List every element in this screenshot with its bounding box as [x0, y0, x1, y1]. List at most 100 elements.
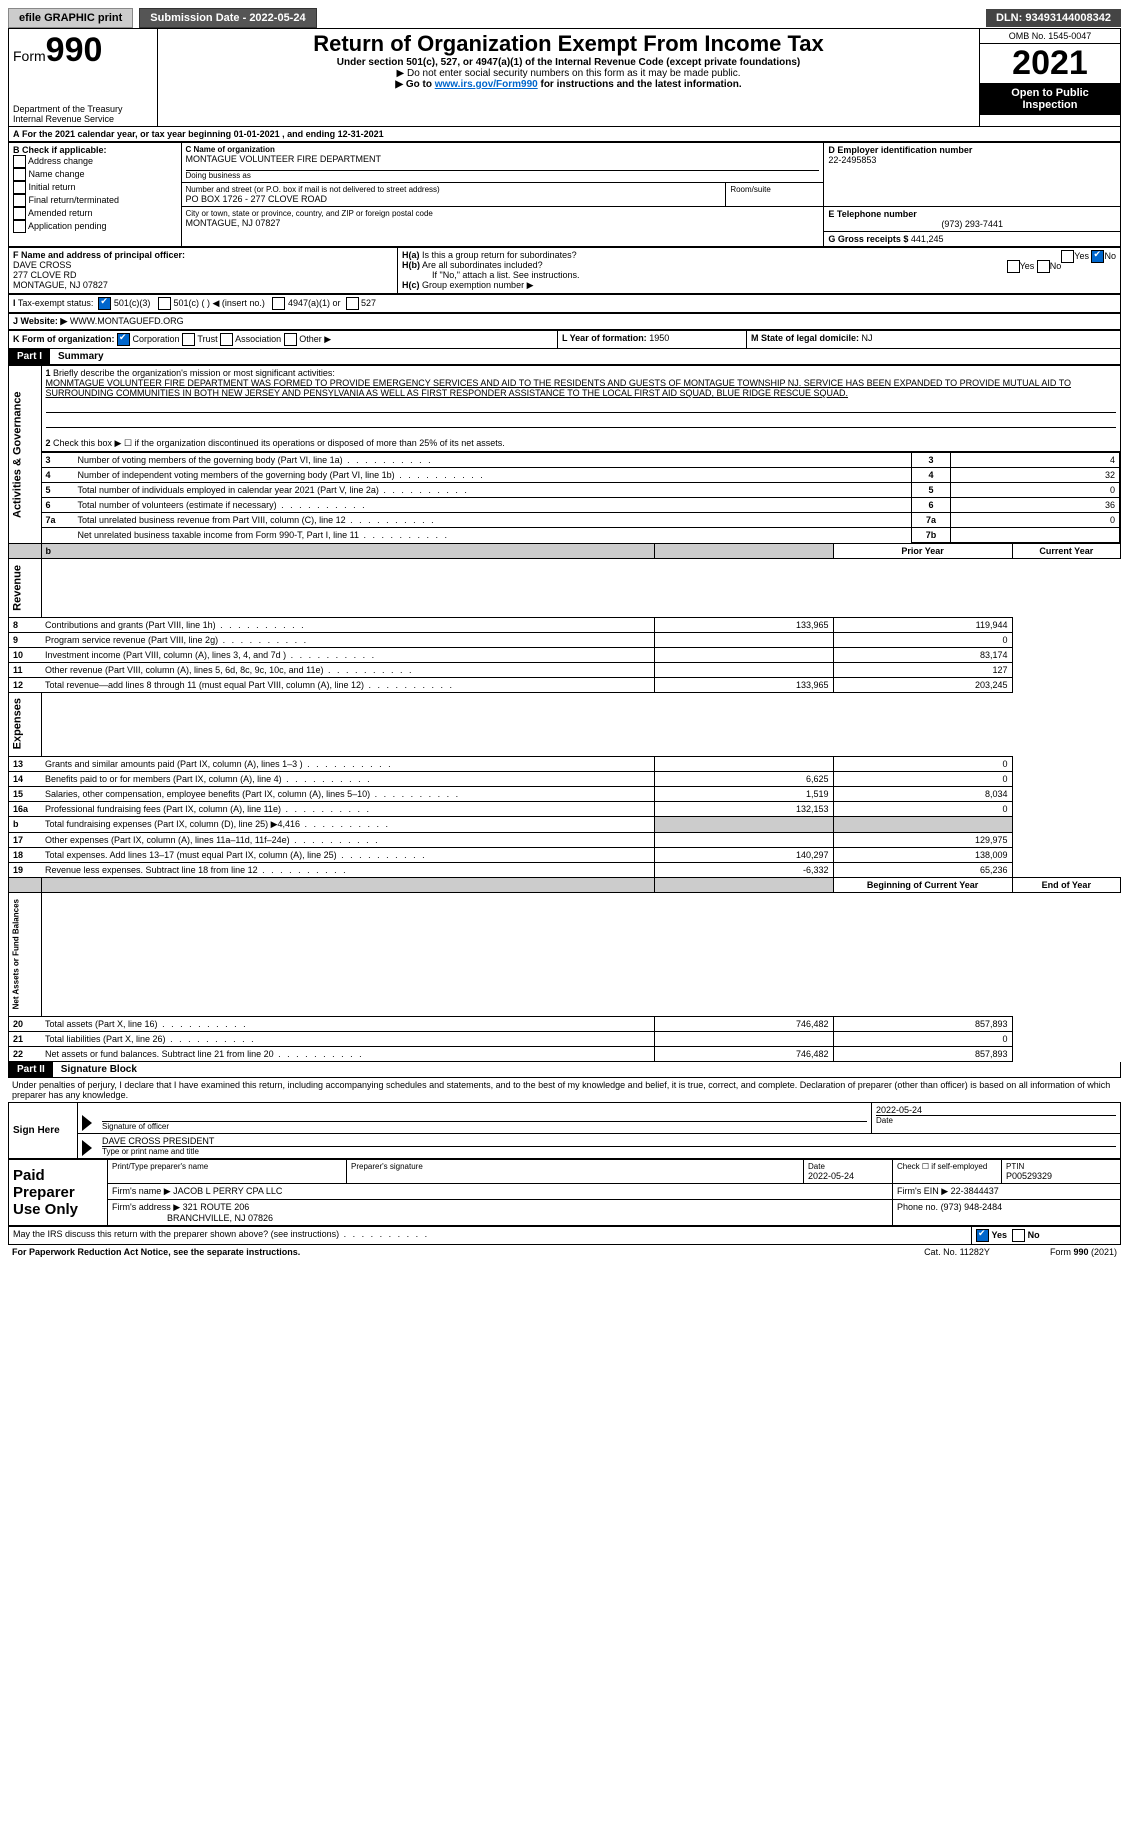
type-name-label: Type or print name and title: [102, 1147, 1116, 1156]
section-k: K Form of organization: Corporation Trus…: [9, 331, 558, 349]
h-a: H(a) Is this a group return for subordin…: [402, 250, 1116, 260]
vtab-netassets: Net Assets or Fund Balances: [9, 893, 42, 1016]
section-m: M State of legal domicile: NJ: [747, 331, 1121, 349]
k-assoc-checkbox[interactable]: [220, 333, 233, 346]
preparer-block: Paid Preparer Use Only Print/Type prepar…: [8, 1159, 1121, 1226]
summary-key: 3: [912, 453, 951, 468]
i-527-checkbox[interactable]: [346, 297, 359, 310]
current-year-val: [833, 817, 1012, 833]
vtab-expenses: Expenses: [9, 692, 42, 756]
part1-body: Activities & Governance 1 Briefly descri…: [8, 365, 1121, 1062]
line-text: Total revenue—add lines 8 through 11 (mu…: [41, 677, 654, 692]
prep-phone: (973) 948-2484: [941, 1202, 1003, 1212]
line-text: Program service revenue (Part VIII, line…: [41, 632, 654, 647]
col-boy: Beginning of Current Year: [833, 878, 1012, 893]
b-opt-checkbox[interactable]: [13, 181, 26, 194]
hb-no-checkbox[interactable]: [1037, 260, 1050, 273]
submission-date: Submission Date - 2022-05-24: [139, 8, 316, 28]
signature-block: Sign Here Signature of officer 2022-05-2…: [8, 1102, 1121, 1159]
phone: (973) 293-7441: [828, 219, 1116, 229]
section-j: J Website: ▶ WWW.MONTAGUEFD.ORG: [9, 314, 1121, 330]
current-year-val: 8,034: [833, 787, 1012, 802]
section-i: I Tax-exempt status: 501(c)(3) 501(c) ( …: [9, 295, 1121, 313]
firm-name: JACOB L PERRY CPA LLC: [173, 1186, 282, 1196]
q1-label: Briefly describe the organization's miss…: [53, 368, 335, 378]
i-4947-checkbox[interactable]: [272, 297, 285, 310]
i-501c3-checkbox[interactable]: [98, 297, 111, 310]
may-discuss: May the IRS discuss this return with the…: [9, 1226, 972, 1244]
prior-year-val: [654, 817, 833, 833]
self-employed-check[interactable]: Check ☐ if self-employed: [893, 1159, 1002, 1183]
irs-link[interactable]: www.irs.gov/Form990: [435, 79, 538, 90]
f-h-block: F Name and address of principal officer:…: [8, 247, 1121, 294]
ein: 22-2495853: [828, 155, 1116, 165]
col-prior: Prior Year: [833, 544, 1012, 559]
line-text: Investment income (Part VIII, column (A)…: [41, 647, 654, 662]
current-year-val: 83,174: [833, 647, 1012, 662]
form-label: Form990: [13, 31, 153, 70]
summary-value: 0: [951, 513, 1120, 528]
tax-year: 2021: [980, 44, 1120, 83]
q2-label: Check this box ▶ ☐ if the organization d…: [53, 438, 505, 448]
form-footer: Form 990 (2021): [1050, 1247, 1117, 1257]
prior-year-val: [654, 1031, 833, 1046]
b-opt-checkbox[interactable]: [13, 207, 26, 220]
prior-year-val: -6,332: [654, 863, 833, 878]
firm-addr-label: Firm's address ▶: [112, 1202, 180, 1212]
k-corp-checkbox[interactable]: [117, 333, 130, 346]
discuss-yes-checkbox[interactable]: [976, 1229, 989, 1242]
officer-city: MONTAGUE, NJ 07827: [13, 280, 393, 290]
summary-key: 6: [912, 498, 951, 513]
ha-no-checkbox[interactable]: [1091, 250, 1104, 263]
part1-header: Part I Summary: [8, 349, 1121, 365]
b-opt-checkbox[interactable]: [13, 155, 26, 168]
summary-value: [951, 528, 1120, 543]
street: PO BOX 1726 - 277 CLOVE ROAD: [186, 194, 722, 204]
current-year-val: 0: [833, 772, 1012, 787]
prior-year-val: [654, 662, 833, 677]
prior-year-val: 133,965: [654, 677, 833, 692]
f-label: F Name and address of principal officer:: [13, 250, 393, 260]
prep-phone-label: Phone no.: [897, 1202, 938, 1212]
ha-yes-checkbox[interactable]: [1061, 250, 1074, 263]
ptin: P00529329: [1006, 1171, 1116, 1181]
b-opt-checkbox[interactable]: [13, 194, 26, 207]
summary-line: Net unrelated business taxable income fr…: [74, 528, 912, 543]
cat-no: Cat. No. 11282Y: [924, 1247, 990, 1257]
summary-line: Number of independent voting members of …: [74, 468, 912, 483]
summary-line: Total number of volunteers (estimate if …: [74, 498, 912, 513]
d-label: D Employer identification number: [828, 145, 1116, 155]
b-opt-checkbox[interactable]: [13, 220, 26, 233]
section-b: B Check if applicable: Address change Na…: [9, 143, 182, 247]
i-501c-checkbox[interactable]: [158, 297, 171, 310]
org-name: MONTAGUE VOLUNTEER FIRE DEPARTMENT: [186, 154, 820, 164]
paid-preparer-label: Paid Preparer Use Only: [9, 1159, 108, 1225]
city-label: City or town, state or province, country…: [186, 209, 820, 218]
efile-label: efile GRAPHIC print: [8, 8, 133, 28]
firm-name-label: Firm's name ▶: [112, 1186, 171, 1196]
current-year-val: 0: [833, 802, 1012, 817]
current-year-val: 857,893: [833, 1016, 1012, 1031]
col-eoy: End of Year: [1012, 878, 1120, 893]
current-year-val: 127: [833, 662, 1012, 677]
current-year-val: 65,236: [833, 863, 1012, 878]
line-text: Benefits paid to or for members (Part IX…: [41, 772, 654, 787]
dept-treasury: Department of the Treasury: [13, 104, 153, 114]
section-l: L Year of formation: 1950: [558, 331, 747, 349]
current-year-val: 0: [833, 632, 1012, 647]
line-text: Professional fundraising fees (Part IX, …: [41, 802, 654, 817]
firm-ein: 22-3844437: [951, 1186, 999, 1196]
prep-sig-label: Preparer's signature: [351, 1162, 799, 1171]
current-year-val: 203,245: [833, 677, 1012, 692]
discuss-no-checkbox[interactable]: [1012, 1229, 1025, 1242]
line-text: Contributions and grants (Part VIII, lin…: [41, 617, 654, 632]
sign-here-label: Sign Here: [9, 1102, 78, 1158]
summary-value: 4: [951, 453, 1120, 468]
col-current: Current Year: [1012, 544, 1120, 559]
dln: DLN: 93493144008342: [986, 9, 1121, 27]
top-bar: efile GRAPHIC print Submission Date - 20…: [8, 8, 1121, 28]
hb-yes-checkbox[interactable]: [1007, 260, 1020, 273]
k-other-checkbox[interactable]: [284, 333, 297, 346]
k-trust-checkbox[interactable]: [182, 333, 195, 346]
b-opt-checkbox[interactable]: [13, 168, 26, 181]
